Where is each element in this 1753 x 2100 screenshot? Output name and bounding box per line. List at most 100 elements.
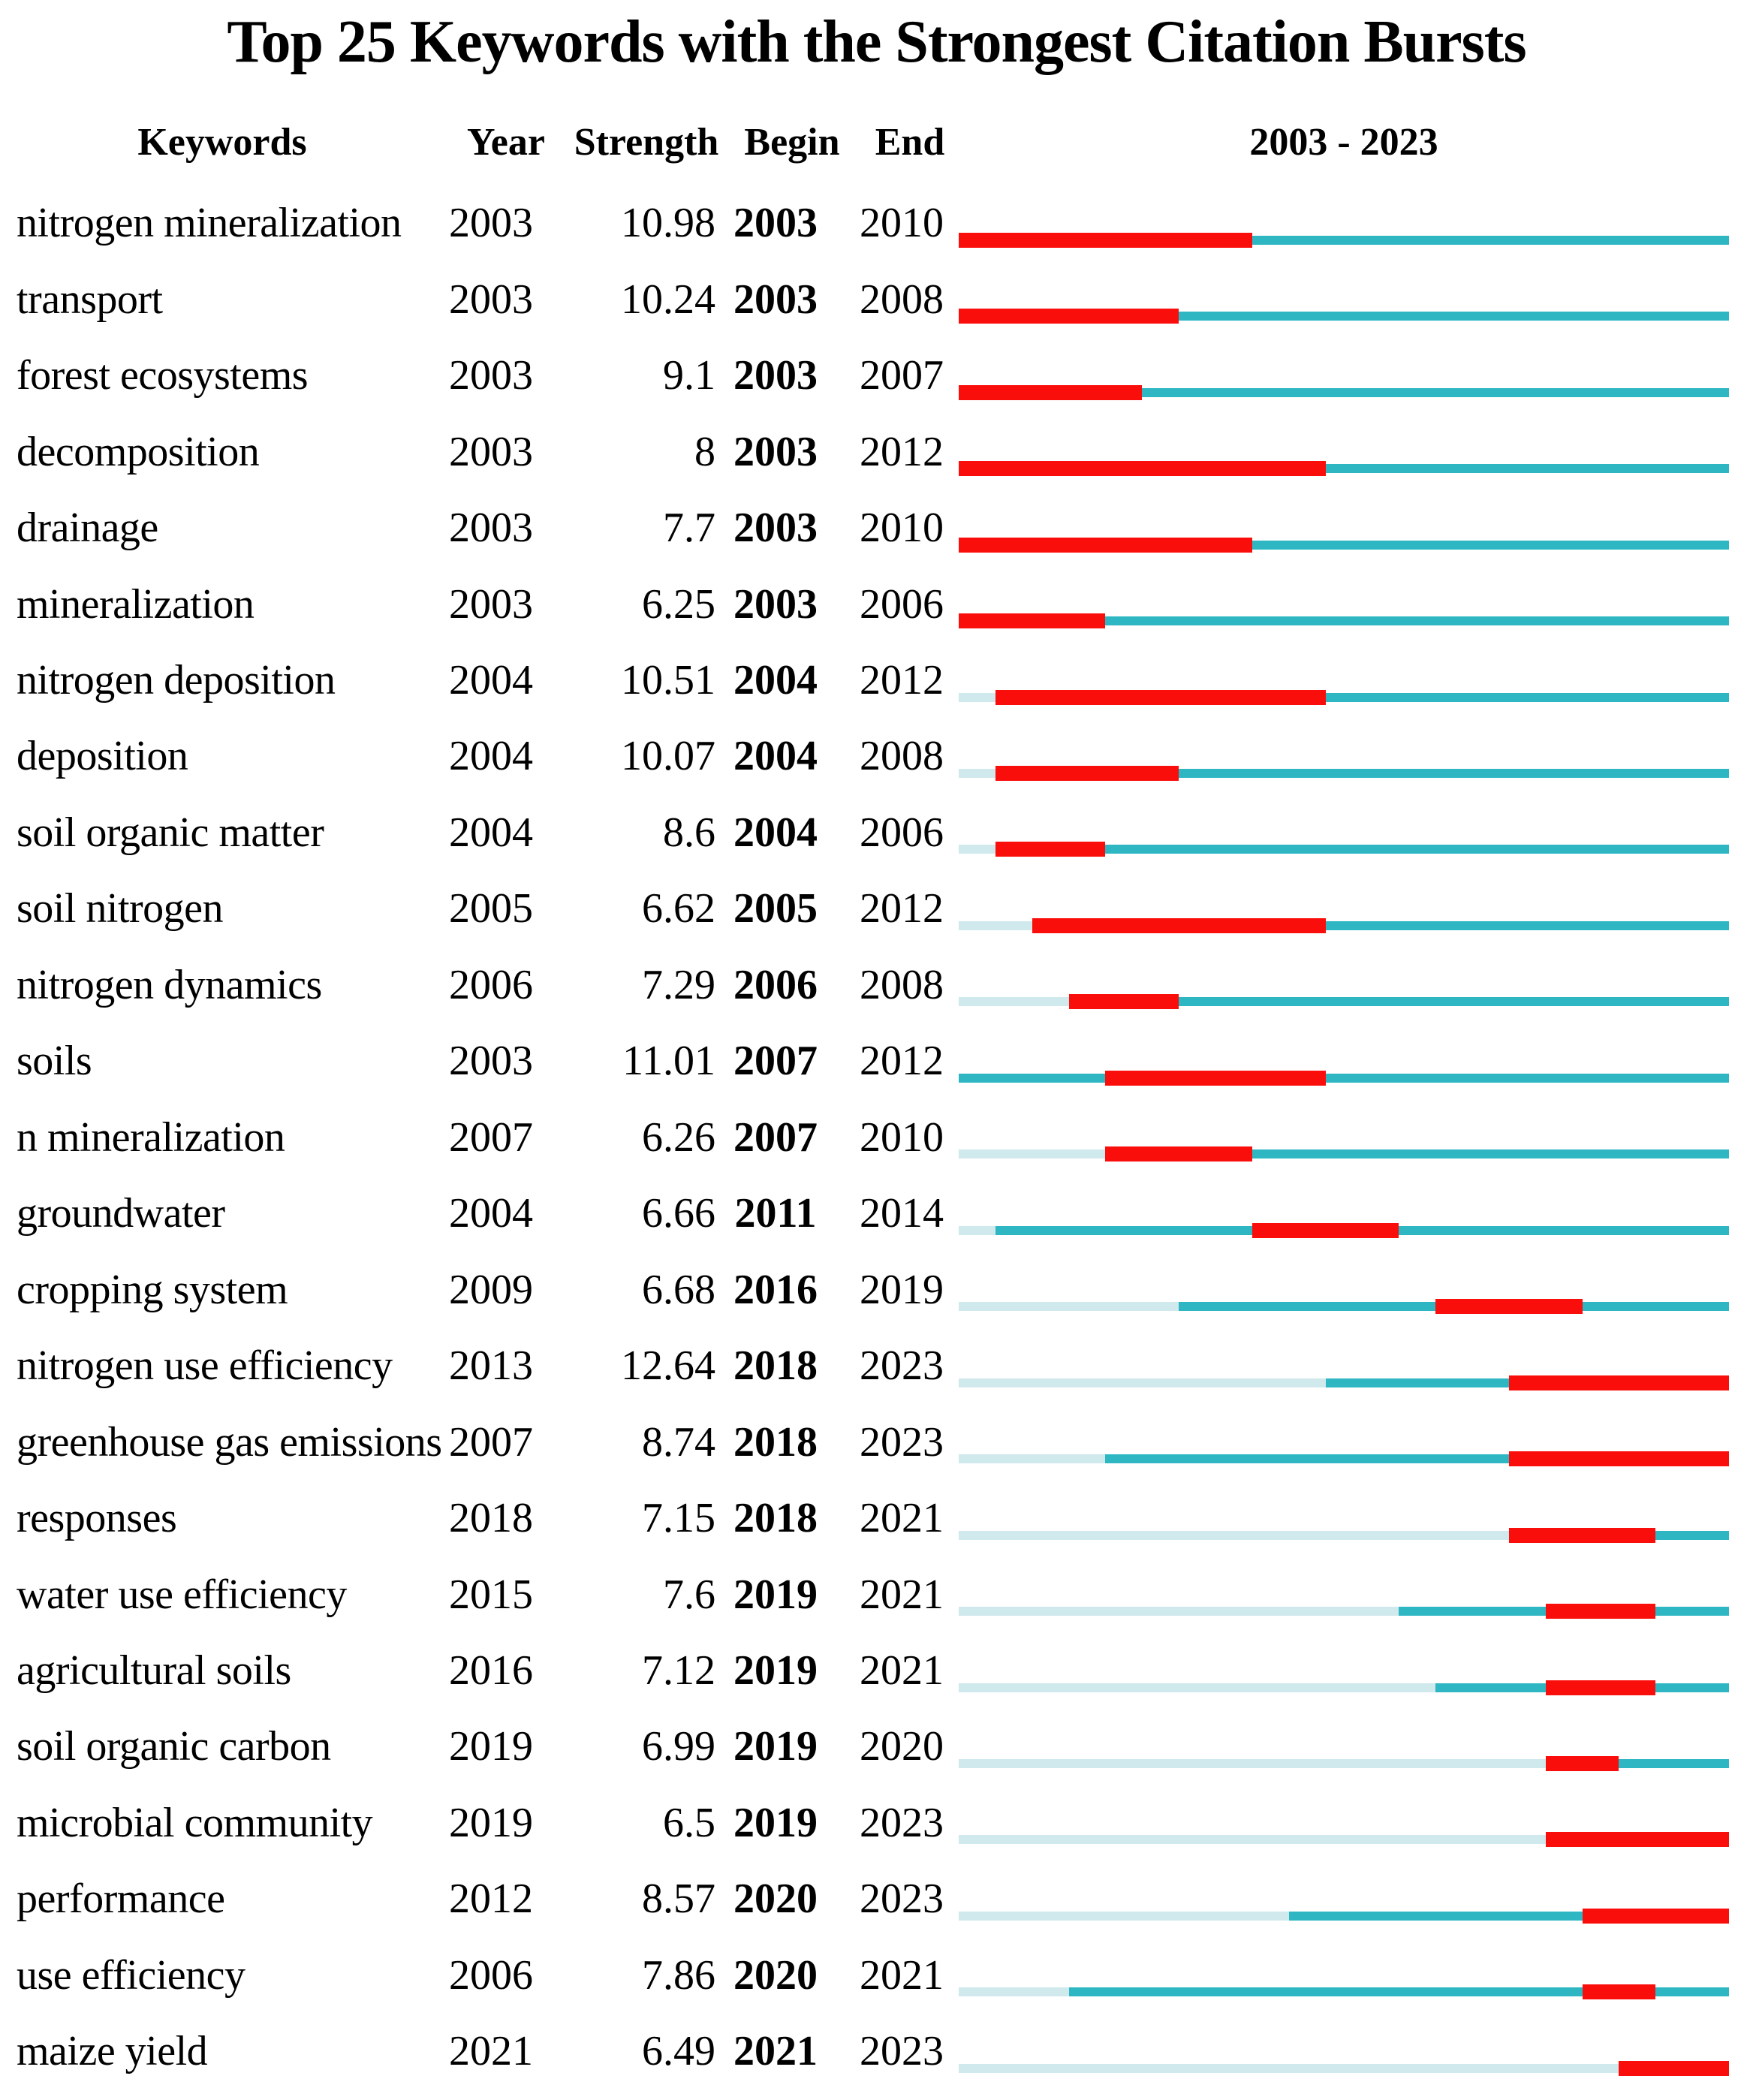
table-row: agricultural soils 2016 7.12 2019 2021 (0, 1647, 1753, 1725)
first-year-value: 2004 (449, 733, 533, 780)
timeline-bar (959, 613, 1729, 629)
table-row: forest ecosystems 2003 9.1 2003 2007 (0, 352, 1753, 430)
timeline-bar (959, 1375, 1729, 1390)
burst-end-value: 2023 (860, 1418, 944, 1466)
burst-begin-value: 2006 (733, 961, 818, 1008)
table-row: nitrogen use efficiency 2013 12.64 2018 … (0, 1342, 1753, 1421)
burst-begin-value: 2019 (733, 1723, 818, 1770)
table-row: transport 2003 10.24 2003 2008 (0, 276, 1753, 354)
timeline-segment-pre (959, 768, 995, 778)
burst-end-value: 2021 (860, 1571, 944, 1618)
burst-begin-value: 2019 (733, 1647, 818, 1694)
burst-begin-value: 2007 (733, 1038, 818, 1085)
table-row: soils 2003 11.01 2007 2012 (0, 1038, 1753, 1116)
timeline-segment-burst (995, 689, 1326, 705)
timeline-segment-burst (959, 537, 1252, 553)
burst-strength-value: 10.51 (621, 657, 715, 704)
keyword-label: nitrogen mineralization (17, 200, 402, 247)
table-row: soil organic carbon 2019 6.99 2019 2020 (0, 1723, 1753, 1801)
first-year-value: 2003 (449, 1038, 533, 1085)
burst-strength-value: 6.66 (642, 1190, 715, 1237)
burst-end-value: 2023 (860, 2028, 944, 2075)
burst-begin-value: 2005 (733, 885, 818, 932)
first-year-value: 2003 (449, 505, 533, 552)
burst-end-value: 2019 (860, 1266, 944, 1313)
burst-strength-value: 11.01 (622, 1038, 715, 1085)
column-header-end: End (875, 121, 945, 164)
burst-begin-value: 2018 (733, 1495, 818, 1542)
keyword-label: soil organic carbon (17, 1723, 331, 1770)
burst-strength-value: 8 (694, 428, 715, 475)
timeline-segment-burst (1508, 1527, 1656, 1543)
timeline-bar (959, 1680, 1729, 1695)
table-row: greenhouse gas emissions 2007 8.74 2018 … (0, 1419, 1753, 1497)
burst-strength-value: 6.25 (642, 580, 715, 628)
table-row: performance 2012 8.57 2020 2023 (0, 1876, 1753, 1954)
timeline-segment-on (1325, 1073, 1729, 1083)
first-year-value: 2003 (449, 200, 533, 247)
burst-strength-value: 6.99 (642, 1723, 715, 1770)
burst-strength-value: 10.24 (621, 276, 715, 323)
table-row: decomposition 2003 8 2003 2012 (0, 429, 1753, 507)
burst-begin-value: 2019 (733, 1571, 818, 1618)
keyword-label: soil organic matter (17, 809, 324, 856)
timeline-segment-on (1251, 1149, 1729, 1159)
timeline-segment-on (1288, 1911, 1583, 1921)
burst-strength-value: 9.1 (663, 352, 715, 399)
keyword-label: performance (17, 1876, 225, 1923)
timeline-segment-on (1582, 1302, 1729, 1312)
first-year-value: 2006 (449, 961, 533, 1008)
timeline-bar (959, 994, 1729, 1010)
timeline-segment-burst (1105, 1070, 1326, 1086)
column-header-keywords: Keywords (137, 121, 307, 164)
table-row: soil organic matter 2004 8.6 2004 2006 (0, 809, 1753, 887)
timeline-segment-burst (1582, 1908, 1729, 1924)
timeline-bar (959, 765, 1729, 781)
timeline-segment-on (1655, 1530, 1729, 1540)
column-header-begin: Begin (744, 121, 840, 164)
burst-end-value: 2008 (860, 961, 944, 1008)
first-year-value: 2004 (449, 1190, 533, 1237)
burst-strength-value: 10.07 (621, 733, 715, 780)
timeline-bar (959, 1451, 1729, 1467)
timeline-segment-pre (959, 1149, 1106, 1159)
burst-end-value: 2006 (860, 809, 944, 856)
burst-begin-value: 2004 (733, 733, 818, 780)
burst-begin-value: 2019 (733, 1799, 818, 1846)
timeline-segment-pre (959, 1530, 1509, 1540)
timeline-segment-burst (1545, 1604, 1656, 1619)
timeline-bar (959, 1222, 1729, 1238)
timeline-segment-on (1179, 1302, 1436, 1312)
timeline-segment-on (1325, 464, 1729, 474)
timeline-segment-pre (959, 1454, 1106, 1464)
keyword-label: agricultural soils (17, 1647, 291, 1694)
first-year-value: 2012 (449, 1876, 533, 1923)
keyword-label: transport (17, 276, 163, 323)
first-year-value: 2021 (449, 2028, 533, 2075)
burst-end-value: 2021 (860, 1495, 944, 1542)
first-year-value: 2007 (449, 1418, 533, 1466)
table-row: n mineralization 2007 6.26 2007 2010 (0, 1114, 1753, 1192)
timeline-segment-burst (1032, 917, 1326, 933)
first-year-value: 2019 (449, 1799, 533, 1846)
timeline-segment-pre (959, 1835, 1546, 1845)
keyword-label: water use efficiency (17, 1571, 347, 1618)
burst-end-value: 2010 (860, 200, 944, 247)
timeline-segment-burst (959, 613, 1106, 629)
burst-strength-value: 6.49 (642, 2028, 715, 2075)
timeline-bar (959, 309, 1729, 324)
timeline-segment-burst (1435, 1299, 1583, 1315)
table-row: nitrogen deposition 2004 10.51 2004 2012 (0, 657, 1753, 735)
burst-end-value: 2023 (860, 1342, 944, 1390)
keyword-label: responses (17, 1495, 177, 1542)
timeline-segment-on (1142, 387, 1729, 397)
burst-strength-value: 7.7 (663, 505, 715, 552)
table-row: microbial community 2019 6.5 2019 2023 (0, 1800, 1753, 1878)
timeline-segment-on (1325, 920, 1729, 930)
burst-strength-value: 6.68 (642, 1266, 715, 1313)
burst-strength-value: 12.64 (621, 1342, 715, 1390)
timeline-bar (959, 1755, 1729, 1771)
burst-strength-value: 7.6 (663, 1571, 715, 1618)
burst-begin-value: 2007 (733, 1113, 818, 1161)
burst-begin-value: 2004 (733, 657, 818, 704)
